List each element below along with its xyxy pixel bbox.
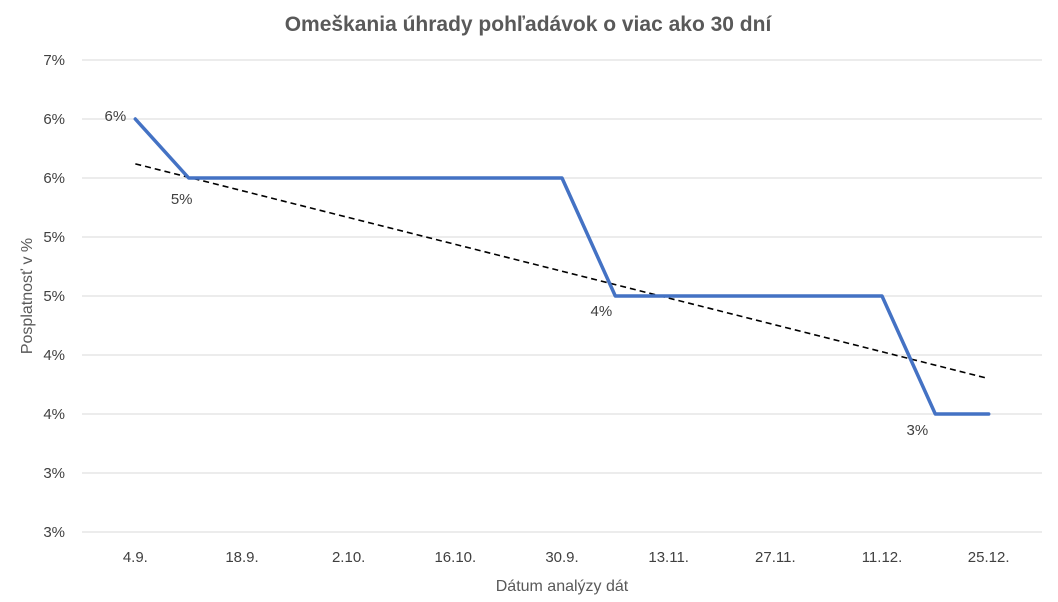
y-axis-ticks: 3% 3% 4% 4% 5% 5% 6% 6% 7% [43, 52, 65, 541]
y-tick-label: 4% [43, 406, 65, 423]
x-tick-label: 30.9. [545, 549, 578, 566]
x-tick-label: 11.12. [862, 549, 903, 566]
trendline-group [135, 163, 989, 380]
x-tick-label: 4.9. [123, 549, 148, 566]
y-axis-label: Posplatnosť v % [19, 238, 36, 354]
y-tick-label: 5% [43, 288, 65, 305]
series-line [133, 117, 991, 416]
y-tick-label: 6% [43, 111, 65, 128]
chart-title: Omeškania úhrady pohľadávok o viac ako 3… [285, 13, 773, 36]
x-axis-label: Dátum analýzy dát [496, 578, 629, 595]
y-tick-label: 3% [43, 465, 65, 482]
y-tick-label: 3% [43, 524, 65, 541]
y-tick-label: 4% [43, 347, 65, 364]
x-tick-label: 27.11. [755, 549, 796, 566]
x-tick-label: 13.11. [648, 549, 689, 566]
y-tick-label: 7% [43, 52, 65, 69]
y-tick-label: 6% [43, 170, 65, 187]
data-labels: 6% 5% 4% 3% [104, 108, 928, 439]
x-tick-label: 18.9. [225, 549, 258, 566]
x-tick-label: 2.10. [332, 549, 365, 566]
gridlines [82, 59, 1042, 474]
x-tick-label: 25.12. [968, 549, 1010, 566]
trendline [135, 163, 989, 380]
x-tick-label: 16.10. [434, 549, 476, 566]
y-tick-label: 5% [43, 229, 65, 246]
series-group [133, 117, 991, 416]
x-axis-ticks: 4.9. 18.9. 2.10. 16.10. 30.9. 13.11. 27.11. 11.… [123, 549, 1010, 566]
data-label: 3% [906, 422, 928, 439]
data-label: 5% [171, 191, 193, 208]
data-label: 4% [590, 303, 612, 320]
data-label: 6% [104, 108, 126, 125]
